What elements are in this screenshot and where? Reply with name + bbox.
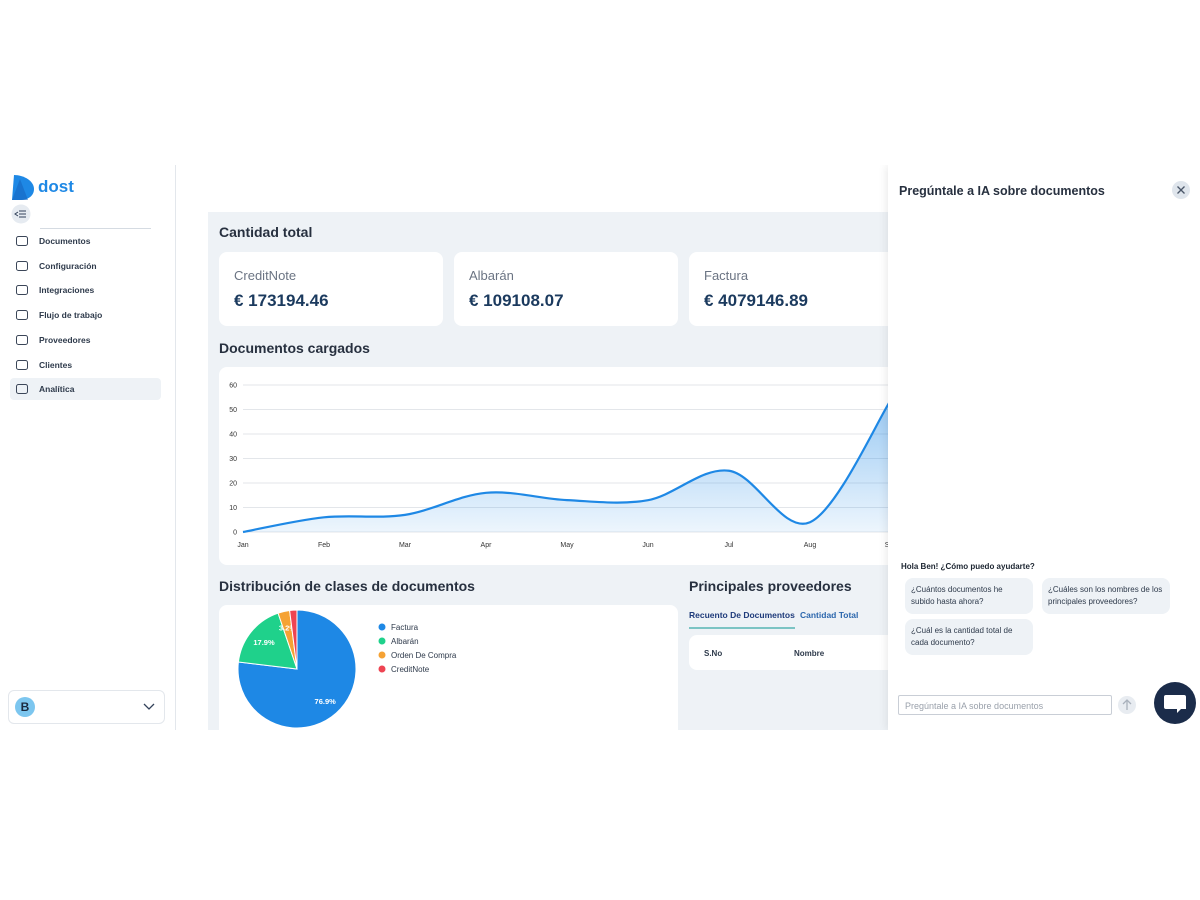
icon-shape: [16, 359, 28, 370]
x-tick-label: Feb: [318, 542, 330, 549]
nav-icon: [16, 260, 28, 271]
card-label: CreditNote: [234, 268, 297, 283]
tab[interactable]: Recuento De Documentos: [689, 610, 795, 629]
line: [242, 399, 892, 534]
x-tick-label: Jan: [237, 542, 248, 549]
card-label: Albarán: [469, 268, 514, 283]
nav-item[interactable]: Documentos: [10, 230, 161, 252]
summary-card: CreditNote € 173194.46: [219, 252, 443, 326]
icon-shape: [16, 310, 28, 321]
card-value: € 4079146.89: [704, 291, 808, 310]
nav-icon: [16, 334, 28, 345]
legend-marker: [378, 665, 386, 673]
pie-chart: 76.9% 17.9% 3.2% Factura Albarán Orden De Com…: [237, 609, 457, 729]
area: [243, 399, 891, 532]
y-tick-label: 0: [233, 530, 237, 537]
nav-label: Analítica: [39, 384, 75, 395]
suggestion-chip[interactable]: ¿Cuántos documentos he subido hasta ahor…: [905, 578, 1033, 614]
nav-item[interactable]: Proveedores: [10, 329, 161, 351]
y-tick-label: 50: [229, 407, 237, 414]
chat-input[interactable]: Pregúntale a IA sobre documentos: [898, 695, 1112, 715]
icon-shape: [16, 384, 28, 395]
input-placeholder: Pregúntale a IA sobre documentos: [905, 701, 1044, 711]
x-tick-label: Jul: [725, 542, 734, 549]
nav-label: Configuración: [39, 260, 97, 271]
nav-label: Proveedores: [39, 334, 91, 345]
legend-marker: [378, 623, 386, 631]
suggestion-chip[interactable]: ¿Cuáles son los nombres de los principal…: [1042, 578, 1170, 614]
y-tick-label: 60: [229, 383, 237, 390]
legend-label: Albarán: [391, 637, 419, 646]
sidebar: dost Documentos Configuración Integracione…: [0, 165, 176, 730]
summary-card: Factura € 4079146.89: [689, 252, 913, 326]
nav-label: Clientes: [39, 359, 73, 370]
card-value: € 173194.46: [234, 291, 329, 310]
user-menu[interactable]: B: [8, 690, 165, 724]
greeting: Hola Ben! ¿Cómo puedo ayudarte?: [901, 562, 1035, 571]
nav-item[interactable]: Integraciones: [10, 279, 161, 301]
legend-label: Factura: [391, 623, 419, 632]
suggestion-chip[interactable]: ¿Cuál es la cantidad total de cada docum…: [905, 619, 1033, 655]
x-tick-label: Mar: [399, 542, 412, 549]
column-header: S.No: [704, 649, 723, 658]
legend-label: Orden De Compra: [391, 651, 457, 660]
icon-shape: [16, 236, 28, 246]
section-title: Cantidad total: [219, 224, 313, 240]
icon-shape: [16, 285, 28, 296]
column-header: Nombre: [794, 649, 825, 658]
card-label: Factura: [704, 268, 749, 283]
nav-item[interactable]: Clientes: [10, 354, 161, 376]
y-tick-label: 30: [229, 456, 237, 463]
legend-label: CreditNote: [391, 665, 430, 674]
pie-slice: [289, 609, 298, 670]
chart-card: 76.9% 17.9% 3.2% Factura Albarán Orden De Com…: [219, 605, 678, 730]
x-tick-label: Apr: [481, 542, 493, 549]
send-button[interactable]: [1117, 695, 1137, 715]
assistant-title: Pregúntale a IA sobre documentos: [899, 184, 1105, 198]
legend-marker: [378, 637, 386, 645]
chevron: [143, 703, 155, 710]
pie-slice: [237, 609, 357, 729]
icon-shape: [16, 334, 28, 345]
legend-marker: [378, 651, 386, 659]
divider: [40, 228, 151, 229]
y-tick-label: 10: [229, 505, 237, 512]
section-title: Distribución de clases de documentos: [219, 578, 475, 594]
close-button[interactable]: [1171, 180, 1191, 200]
icon-shape: [16, 260, 28, 271]
nav-label: Flujo de trabajo: [39, 310, 103, 321]
card-value: € 109108.07: [469, 291, 564, 310]
nav-item[interactable]: Flujo de trabajo: [10, 304, 161, 326]
summary-card: Albarán € 109108.07: [454, 252, 678, 326]
logo-text: dost: [38, 177, 74, 196]
nav-item[interactable]: Analítica: [10, 378, 161, 401]
collapse-button[interactable]: [10, 204, 32, 224]
app: dost Documentos Configuración Integracione…: [0, 165, 1200, 730]
y-tick-label: 20: [229, 481, 237, 488]
data-label: 17.9%: [253, 638, 275, 647]
nav-label: Integraciones: [39, 285, 95, 296]
data-label: 76.9%: [315, 697, 337, 706]
y-tick-label: 40: [229, 432, 237, 439]
nav-icon: [16, 359, 28, 370]
nav-icon: [16, 285, 28, 296]
section-title: Principales proveedores: [689, 578, 852, 594]
nav-icon: [16, 236, 28, 246]
x-tick-label: Aug: [804, 542, 817, 549]
nav-icon: [16, 384, 28, 395]
x-tick-label: Jun: [642, 542, 653, 549]
assistant-panel: Pregúntale a IA sobre documentos Hola Be…: [888, 165, 1200, 730]
tab[interactable]: Cantidad Total: [800, 610, 859, 620]
user-avatar: B: [15, 697, 35, 717]
chat-launcher[interactable]: [1153, 681, 1197, 725]
nav-icon: [16, 310, 28, 321]
data-label: 3.2%: [279, 624, 296, 633]
logo-icon: [12, 175, 34, 200]
nav-label: Documentos: [39, 236, 91, 246]
nav-item[interactable]: Configuración: [10, 255, 161, 277]
x-tick-label: May: [560, 542, 574, 549]
section-title: Documentos cargados: [219, 340, 370, 356]
